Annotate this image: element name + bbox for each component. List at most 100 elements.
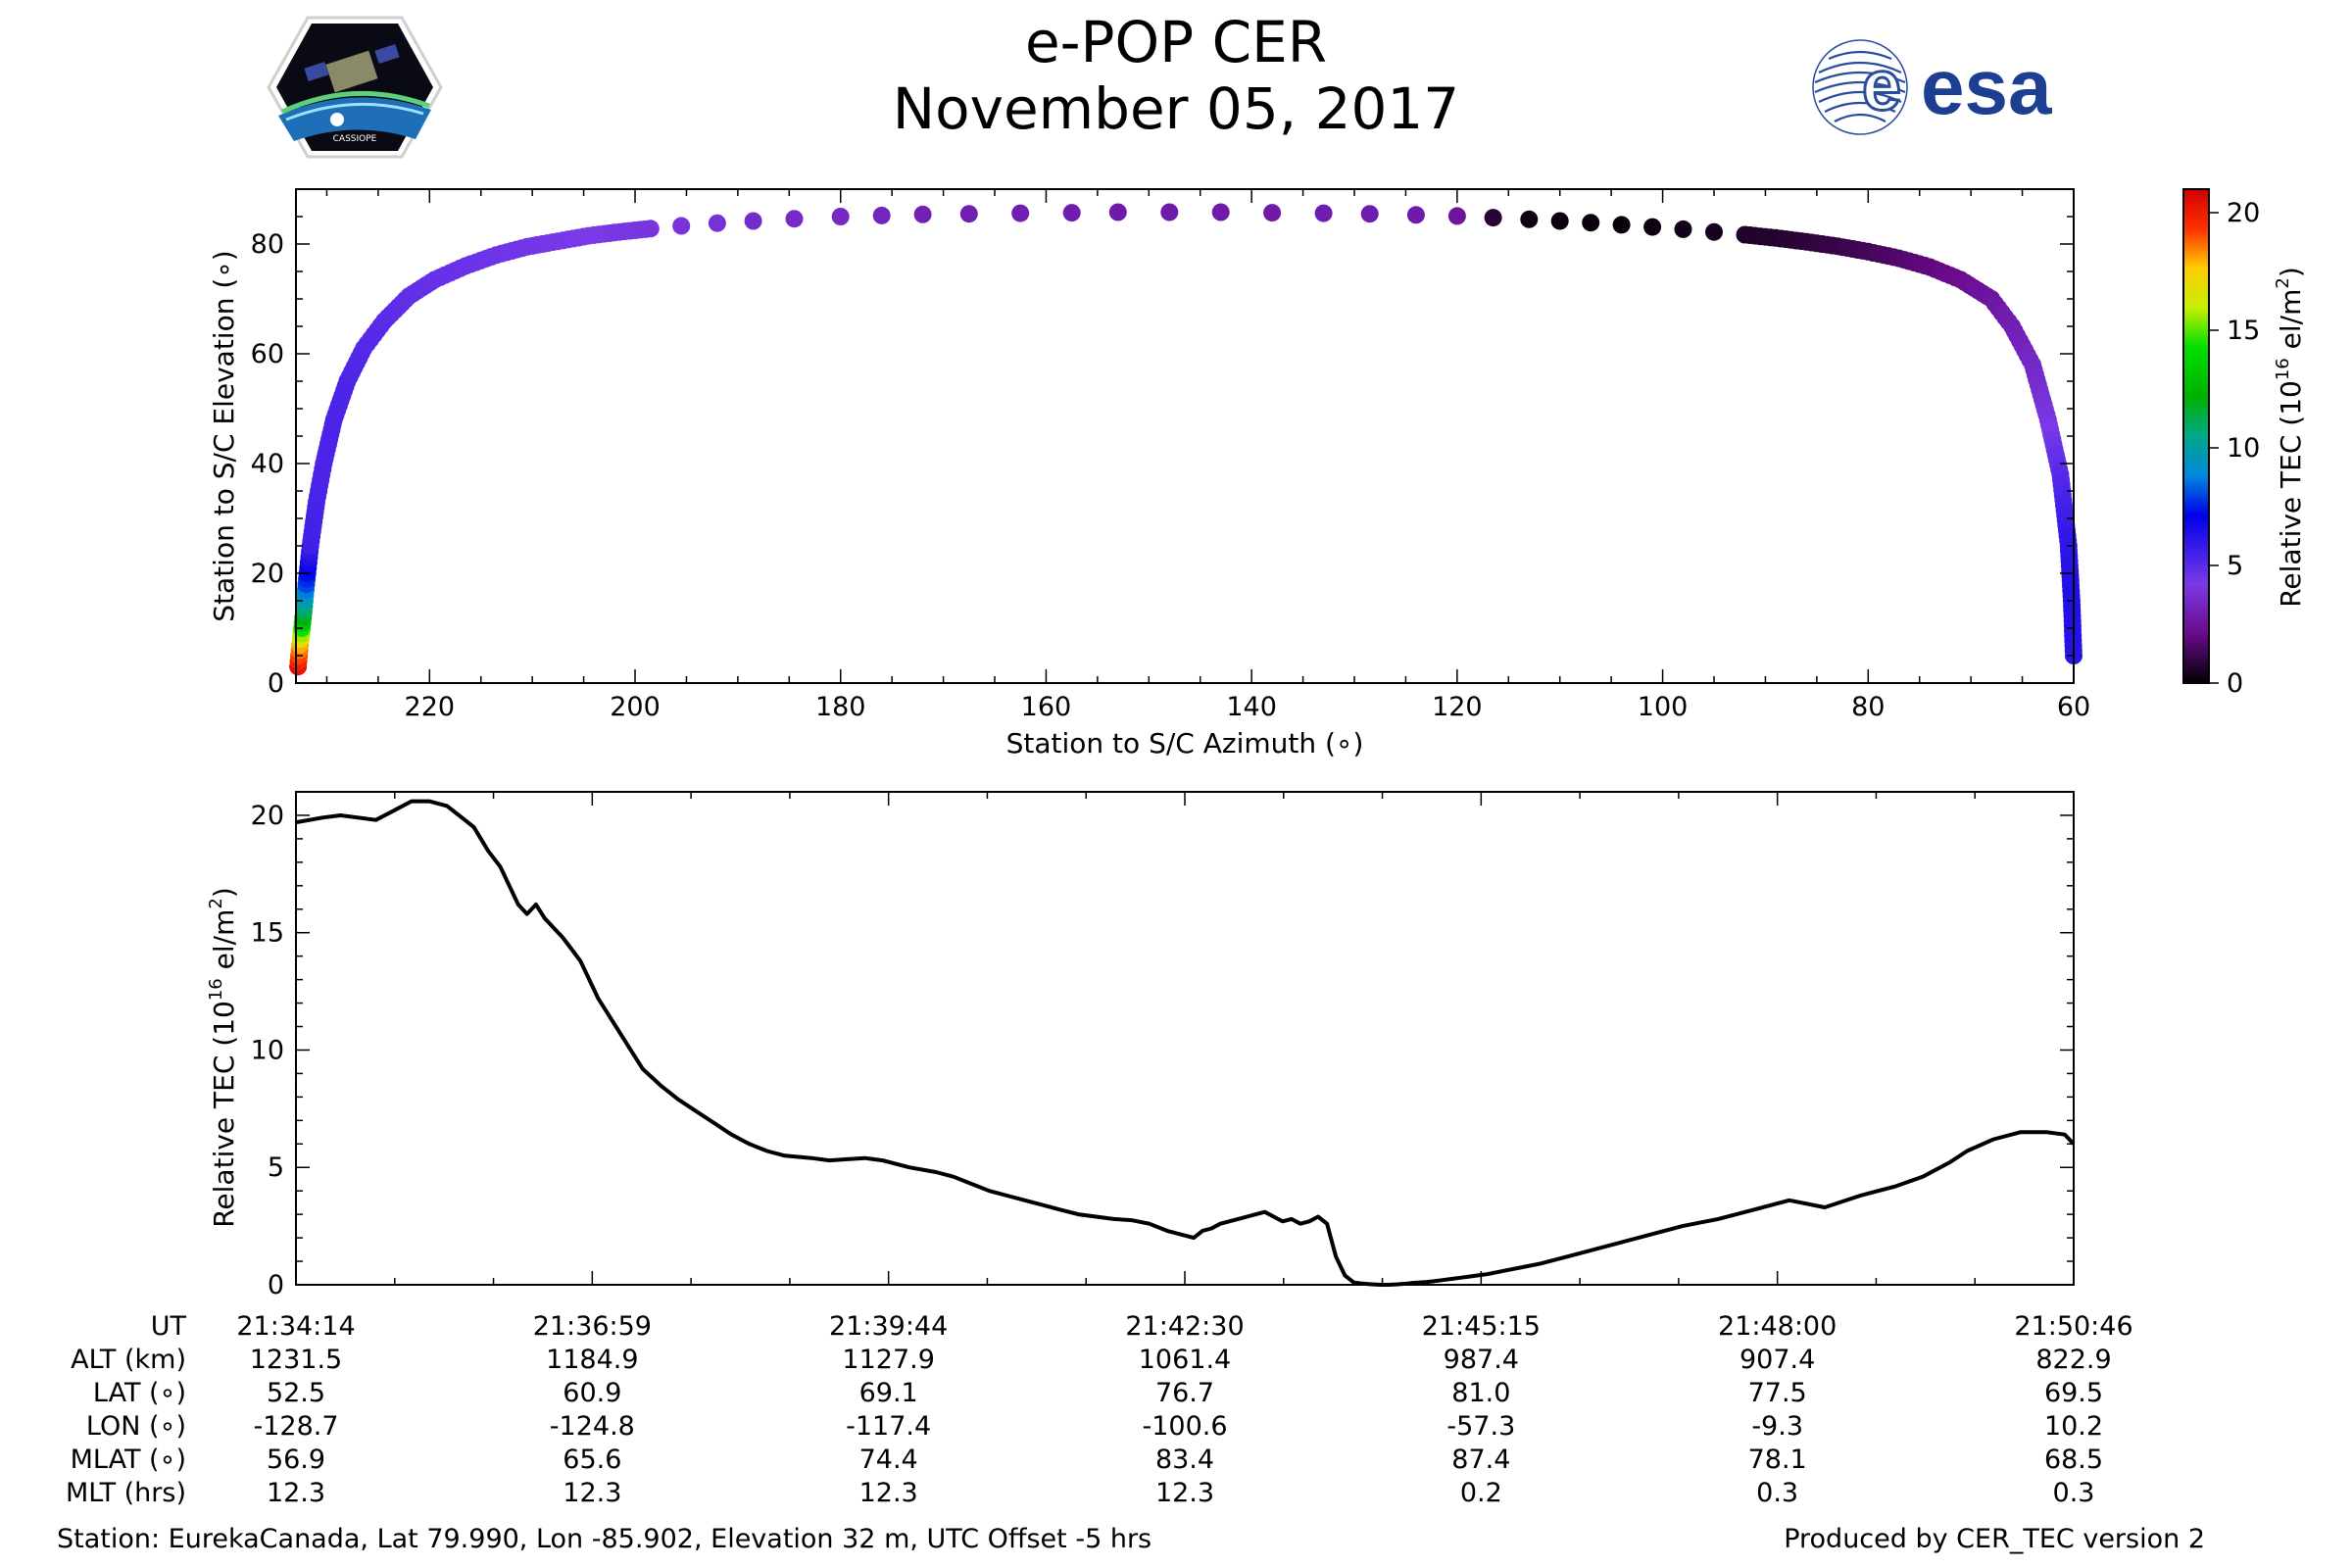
ephemeris-cell: 21:50:46 xyxy=(2014,1311,2133,1342)
scatter-point xyxy=(785,210,804,228)
scatter-point xyxy=(1484,209,1502,227)
esa-logo: e esa xyxy=(1812,39,2052,135)
ephemeris-cell: -9.3 xyxy=(1751,1411,1803,1442)
ephemeris-cell: 52.5 xyxy=(266,1378,326,1408)
scatter-point xyxy=(1447,207,1466,225)
cassiope-logo: CASSIOPE xyxy=(267,16,443,159)
colorbar-tick-label: 20 xyxy=(2227,198,2260,228)
ephemeris-cell: 12.3 xyxy=(858,1478,918,1508)
scatter-point xyxy=(1582,214,1600,232)
ephemeris-cell: -57.3 xyxy=(1446,1411,1516,1442)
colorbar-label: Relative TEC (1016 el/m2) xyxy=(2273,267,2307,608)
scatter-point xyxy=(1062,204,1081,222)
ephemeris-row: LON (∘) -128.7 -124.8 -117.4 -100.6 -57.3 -9.3… xyxy=(0,1411,2352,1445)
ephemeris-cell: 21:36:59 xyxy=(532,1311,652,1342)
figure-title: e-POP CER xyxy=(1024,9,1328,75)
ephemeris-cell: -117.4 xyxy=(846,1411,932,1442)
scatter-point xyxy=(1550,212,1569,230)
elevation-axis-label: Station to S/C Elevation (∘) xyxy=(208,250,240,621)
top-plot-frame xyxy=(295,188,2075,684)
ephemeris-cell: 74.4 xyxy=(858,1445,918,1475)
ephemeris-cell: 21:45:15 xyxy=(1421,1311,1541,1342)
ephemeris-row-label: LON (∘) xyxy=(85,1411,186,1442)
colorbar-tick-label: 5 xyxy=(2227,551,2243,581)
ephemeris-cell: 12.3 xyxy=(1154,1478,1215,1508)
ephemeris-row-label: MLT (hrs) xyxy=(65,1478,186,1508)
ephemeris-row: ALT (km) 1231.5 1184.9 1127.9 1061.4 987.4 907… xyxy=(0,1345,2352,1378)
bottom-plot-frame xyxy=(295,791,2075,1286)
x-tick-label: 180 xyxy=(815,692,866,722)
x-tick-label: 160 xyxy=(1021,692,1072,722)
scatter-point xyxy=(1406,206,1425,224)
ephemeris-row-label: ALT (km) xyxy=(71,1345,186,1375)
y-tick-label: 15 xyxy=(251,918,284,949)
ephemeris-row-label: MLAT (∘) xyxy=(70,1445,186,1475)
scatter-point xyxy=(672,217,691,235)
scatter-point xyxy=(1160,203,1179,221)
ephemeris-cell: 69.5 xyxy=(2043,1378,2104,1408)
ephemeris-cell: 0.2 xyxy=(1459,1478,1502,1508)
ephemeris-cell: 76.7 xyxy=(1154,1378,1215,1408)
scatter-point xyxy=(708,214,726,232)
x-tick-label: 120 xyxy=(1432,692,1483,722)
ephemeris-cell: 83.4 xyxy=(1154,1445,1215,1475)
y-tick-label: 60 xyxy=(251,339,284,369)
scatter-point xyxy=(1674,220,1692,238)
ephemeris-cell: 822.9 xyxy=(2035,1345,2112,1375)
ephemeris-cell: 12.3 xyxy=(563,1478,622,1508)
ephemeris-cell: 1061.4 xyxy=(1138,1345,1232,1375)
ephemeris-cell: 1231.5 xyxy=(249,1345,343,1375)
ephemeris-cell: 907.4 xyxy=(1740,1345,1816,1375)
y-tick-label: 0 xyxy=(268,1270,284,1300)
y-tick-label: 10 xyxy=(251,1035,284,1065)
esa-logo-text: esa xyxy=(1921,43,2052,130)
y-tick-label: 20 xyxy=(251,801,284,831)
cassiope-logo-text: CASSIOPE xyxy=(333,134,377,144)
ephemeris-cell: 0.3 xyxy=(1756,1478,1799,1508)
ephemeris-row-label: UT xyxy=(150,1311,186,1342)
ephemeris-row: UT 21:34:14 21:36:59 21:39:44 21:42:30 21:45:… xyxy=(0,1311,2352,1345)
ephemeris-row: MLAT (∘) 56.9 65.6 74.4 83.4 87.4 78.1 68.5 xyxy=(0,1445,2352,1478)
scatter-point xyxy=(1643,218,1662,236)
azimuth-axis-label: Station to S/C Azimuth (∘) xyxy=(1006,727,1364,760)
x-tick-label: 200 xyxy=(610,692,661,722)
ephemeris-cell: -124.8 xyxy=(549,1411,635,1442)
scatter-point xyxy=(1108,203,1127,221)
x-tick-label: 80 xyxy=(1851,692,1885,722)
colorbar-tick-label: 10 xyxy=(2227,433,2260,464)
ephemeris-cell: 21:34:14 xyxy=(236,1311,356,1342)
ephemeris-cell: 10.2 xyxy=(2043,1411,2104,1442)
colorbar-tick-label: 0 xyxy=(2227,668,2243,699)
ephemeris-cell: 1184.9 xyxy=(546,1345,639,1375)
ephemeris-cell: -100.6 xyxy=(1142,1411,1228,1442)
scatter-point xyxy=(831,208,850,225)
scatter-point xyxy=(1705,222,1723,241)
scatter-point xyxy=(1263,204,1282,222)
ephemeris-cell: 78.1 xyxy=(1747,1445,1807,1475)
ephemeris-cell: 0.3 xyxy=(2052,1478,2095,1508)
ephemeris-cell: 12.3 xyxy=(266,1478,326,1508)
scatter-point xyxy=(959,205,978,223)
ephemeris-cell: 81.0 xyxy=(1451,1378,1511,1408)
ephemeris-cell: 69.1 xyxy=(858,1378,918,1408)
y-tick-label: 5 xyxy=(268,1152,284,1183)
ephemeris-cell: -128.7 xyxy=(253,1411,339,1442)
scatter-point xyxy=(1211,203,1230,221)
y-tick-label: 0 xyxy=(268,668,284,699)
ephemeris-cell: 1127.9 xyxy=(842,1345,935,1375)
scatter-point xyxy=(1520,210,1539,228)
scatter-point xyxy=(641,220,660,238)
ephemeris-cell: 87.4 xyxy=(1451,1445,1511,1475)
ephemeris-cell: 77.5 xyxy=(1747,1378,1807,1408)
ephemeris-cell: 21:39:44 xyxy=(829,1311,949,1342)
x-tick-label: 140 xyxy=(1226,692,1277,722)
x-tick-label: 60 xyxy=(2057,692,2090,722)
x-tick-label: 220 xyxy=(405,692,456,722)
colorbar: 0 5 10 15 20 xyxy=(2182,188,2260,699)
tec-axis-label: Relative TEC (1016 el/m2) xyxy=(206,887,240,1228)
station-info: Station: EurekaCanada, Lat 79.990, Lon -… xyxy=(57,1524,1152,1554)
ephemeris-cell: 56.9 xyxy=(266,1445,326,1475)
colorbar-tick-label: 15 xyxy=(2227,316,2260,346)
figure-date: November 05, 2017 xyxy=(892,75,1460,142)
